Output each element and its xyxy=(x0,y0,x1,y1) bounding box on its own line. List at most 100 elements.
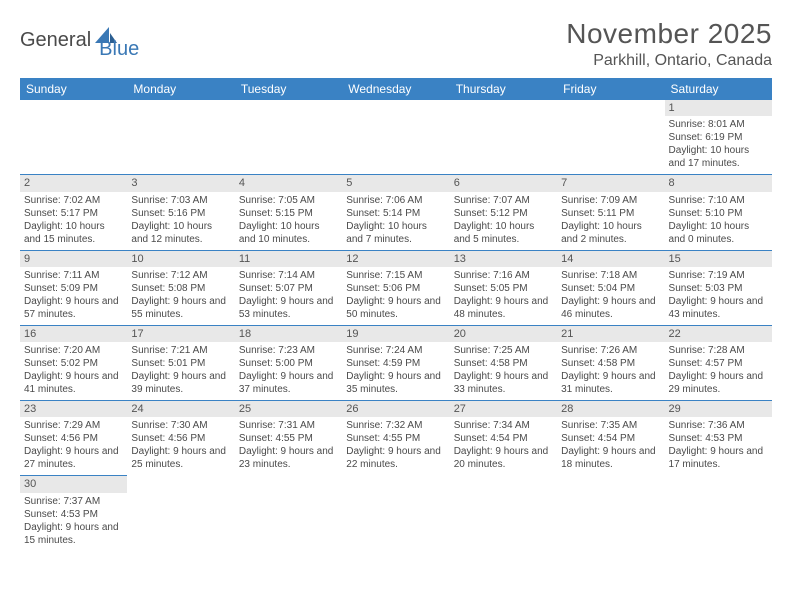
day-number: 7 xyxy=(557,174,664,191)
day-body: Sunrise: 7:10 AMSunset: 5:10 PMDaylight:… xyxy=(665,192,772,250)
daylight-line: Daylight: 10 hours and 2 minutes. xyxy=(561,220,660,246)
day-body: Sunrise: 7:07 AMSunset: 5:12 PMDaylight:… xyxy=(450,192,557,250)
sunset-line: Sunset: 5:11 PM xyxy=(561,207,660,220)
day-cell: 24Sunrise: 7:30 AMSunset: 4:56 PMDayligh… xyxy=(127,400,234,475)
week-row: 9Sunrise: 7:11 AMSunset: 5:09 PMDaylight… xyxy=(20,250,772,325)
day-cell: 21Sunrise: 7:26 AMSunset: 4:58 PMDayligh… xyxy=(557,325,664,400)
day-cell: 13Sunrise: 7:16 AMSunset: 5:05 PMDayligh… xyxy=(450,250,557,325)
sunrise-line: Sunrise: 7:24 AM xyxy=(346,344,445,357)
day-number: 25 xyxy=(235,400,342,417)
day-body: Sunrise: 7:21 AMSunset: 5:01 PMDaylight:… xyxy=(127,342,234,400)
sunrise-line: Sunrise: 7:36 AM xyxy=(669,419,768,432)
day-cell: 3Sunrise: 7:03 AMSunset: 5:16 PMDaylight… xyxy=(127,174,234,249)
sunrise-line: Sunrise: 7:21 AM xyxy=(131,344,230,357)
sunrise-line: Sunrise: 7:11 AM xyxy=(24,269,123,282)
daylight-line: Daylight: 9 hours and 33 minutes. xyxy=(454,370,553,396)
empty-cell xyxy=(665,475,772,550)
header-row: General Blue November 2025 Parkhill, Ont… xyxy=(20,18,772,70)
day-number: 30 xyxy=(20,475,127,492)
day-cell: 6Sunrise: 7:07 AMSunset: 5:12 PMDaylight… xyxy=(450,174,557,249)
daylight-line: Daylight: 9 hours and 29 minutes. xyxy=(669,370,768,396)
day-body: Sunrise: 7:29 AMSunset: 4:56 PMDaylight:… xyxy=(20,417,127,475)
day-number: 22 xyxy=(665,325,772,342)
day-number: 6 xyxy=(450,174,557,191)
empty-cell xyxy=(235,100,342,174)
day-body: Sunrise: 7:32 AMSunset: 4:55 PMDaylight:… xyxy=(342,417,449,475)
sunrise-line: Sunrise: 7:06 AM xyxy=(346,194,445,207)
logo-text-blue: Blue xyxy=(99,38,139,61)
sunset-line: Sunset: 5:07 PM xyxy=(239,282,338,295)
day-body: Sunrise: 7:16 AMSunset: 5:05 PMDaylight:… xyxy=(450,267,557,325)
sunset-line: Sunset: 5:01 PM xyxy=(131,357,230,370)
day-number: 4 xyxy=(235,174,342,191)
day-cell: 15Sunrise: 7:19 AMSunset: 5:03 PMDayligh… xyxy=(665,250,772,325)
empty-cell xyxy=(235,475,342,550)
day-cell: 18Sunrise: 7:23 AMSunset: 5:00 PMDayligh… xyxy=(235,325,342,400)
sunset-line: Sunset: 6:19 PM xyxy=(669,131,768,144)
day-number: 24 xyxy=(127,400,234,417)
daylight-line: Daylight: 10 hours and 7 minutes. xyxy=(346,220,445,246)
day-header: Saturday xyxy=(665,78,772,100)
sunset-line: Sunset: 4:57 PM xyxy=(669,357,768,370)
week-row: 2Sunrise: 7:02 AMSunset: 5:17 PMDaylight… xyxy=(20,174,772,249)
day-cell: 25Sunrise: 7:31 AMSunset: 4:55 PMDayligh… xyxy=(235,400,342,475)
day-cell: 17Sunrise: 7:21 AMSunset: 5:01 PMDayligh… xyxy=(127,325,234,400)
sunset-line: Sunset: 5:16 PM xyxy=(131,207,230,220)
sunset-line: Sunset: 5:02 PM xyxy=(24,357,123,370)
sunrise-line: Sunrise: 7:20 AM xyxy=(24,344,123,357)
day-cell: 22Sunrise: 7:28 AMSunset: 4:57 PMDayligh… xyxy=(665,325,772,400)
daylight-line: Daylight: 9 hours and 20 minutes. xyxy=(454,445,553,471)
sunrise-line: Sunrise: 7:02 AM xyxy=(24,194,123,207)
day-cell: 16Sunrise: 7:20 AMSunset: 5:02 PMDayligh… xyxy=(20,325,127,400)
day-cell: 28Sunrise: 7:35 AMSunset: 4:54 PMDayligh… xyxy=(557,400,664,475)
sunrise-line: Sunrise: 7:28 AM xyxy=(669,344,768,357)
sunset-line: Sunset: 5:03 PM xyxy=(669,282,768,295)
day-cell: 29Sunrise: 7:36 AMSunset: 4:53 PMDayligh… xyxy=(665,400,772,475)
sunset-line: Sunset: 5:17 PM xyxy=(24,207,123,220)
daylight-line: Daylight: 9 hours and 22 minutes. xyxy=(346,445,445,471)
daylight-line: Daylight: 9 hours and 17 minutes. xyxy=(669,445,768,471)
daylight-line: Daylight: 9 hours and 48 minutes. xyxy=(454,295,553,321)
daylight-line: Daylight: 9 hours and 39 minutes. xyxy=(131,370,230,396)
day-body: Sunrise: 7:11 AMSunset: 5:09 PMDaylight:… xyxy=(20,267,127,325)
day-body: Sunrise: 7:05 AMSunset: 5:15 PMDaylight:… xyxy=(235,192,342,250)
sunrise-line: Sunrise: 7:05 AM xyxy=(239,194,338,207)
day-number: 28 xyxy=(557,400,664,417)
sunrise-line: Sunrise: 8:01 AM xyxy=(669,118,768,131)
calendar: SundayMondayTuesdayWednesdayThursdayFrid… xyxy=(20,78,772,551)
empty-cell xyxy=(450,100,557,174)
sunrise-line: Sunrise: 7:15 AM xyxy=(346,269,445,282)
day-cell: 20Sunrise: 7:25 AMSunset: 4:58 PMDayligh… xyxy=(450,325,557,400)
daylight-line: Daylight: 9 hours and 43 minutes. xyxy=(669,295,768,321)
day-body: Sunrise: 7:14 AMSunset: 5:07 PMDaylight:… xyxy=(235,267,342,325)
daylight-line: Daylight: 9 hours and 55 minutes. xyxy=(131,295,230,321)
day-header: Friday xyxy=(557,78,664,100)
day-body: Sunrise: 7:28 AMSunset: 4:57 PMDaylight:… xyxy=(665,342,772,400)
daylight-line: Daylight: 10 hours and 12 minutes. xyxy=(131,220,230,246)
sunset-line: Sunset: 4:54 PM xyxy=(454,432,553,445)
week-row: 16Sunrise: 7:20 AMSunset: 5:02 PMDayligh… xyxy=(20,325,772,400)
day-number: 27 xyxy=(450,400,557,417)
sunset-line: Sunset: 5:04 PM xyxy=(561,282,660,295)
sunrise-line: Sunrise: 7:14 AM xyxy=(239,269,338,282)
sunrise-line: Sunrise: 7:16 AM xyxy=(454,269,553,282)
day-cell: 14Sunrise: 7:18 AMSunset: 5:04 PMDayligh… xyxy=(557,250,664,325)
day-number: 9 xyxy=(20,250,127,267)
sunrise-line: Sunrise: 7:23 AM xyxy=(239,344,338,357)
day-cell: 5Sunrise: 7:06 AMSunset: 5:14 PMDaylight… xyxy=(342,174,449,249)
week-row: 23Sunrise: 7:29 AMSunset: 4:56 PMDayligh… xyxy=(20,400,772,475)
sunset-line: Sunset: 5:05 PM xyxy=(454,282,553,295)
day-number: 20 xyxy=(450,325,557,342)
day-body: Sunrise: 8:01 AMSunset: 6:19 PMDaylight:… xyxy=(665,116,772,174)
empty-cell xyxy=(342,475,449,550)
day-body: Sunrise: 7:25 AMSunset: 4:58 PMDaylight:… xyxy=(450,342,557,400)
day-number: 15 xyxy=(665,250,772,267)
day-body: Sunrise: 7:34 AMSunset: 4:54 PMDaylight:… xyxy=(450,417,557,475)
empty-cell xyxy=(20,100,127,174)
day-header: Monday xyxy=(127,78,234,100)
day-body: Sunrise: 7:03 AMSunset: 5:16 PMDaylight:… xyxy=(127,192,234,250)
week-row: 30Sunrise: 7:37 AMSunset: 4:53 PMDayligh… xyxy=(20,475,772,550)
sunset-line: Sunset: 5:06 PM xyxy=(346,282,445,295)
day-cell: 10Sunrise: 7:12 AMSunset: 5:08 PMDayligh… xyxy=(127,250,234,325)
sunset-line: Sunset: 4:56 PM xyxy=(24,432,123,445)
